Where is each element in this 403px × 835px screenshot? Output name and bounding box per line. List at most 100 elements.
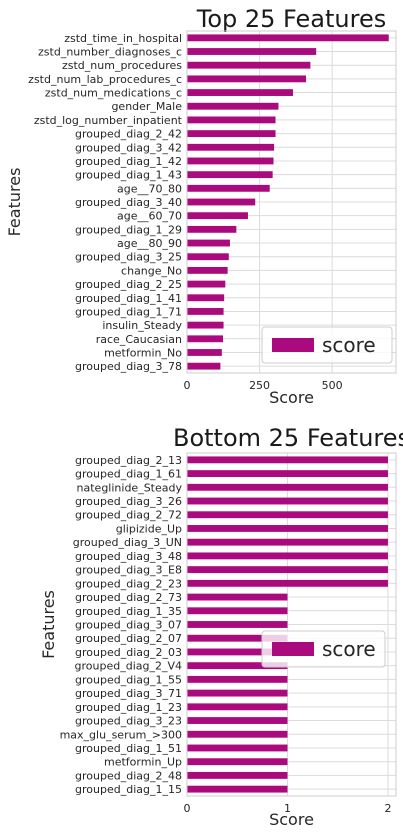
x-tick-label: 1 — [284, 802, 291, 815]
bar — [187, 689, 288, 697]
bar — [187, 730, 288, 738]
y-axis-label: Features — [39, 590, 58, 659]
bar — [187, 280, 226, 288]
x-tick-label: 500 — [322, 379, 343, 392]
y-tick-label: zstd_num_lab_procedures_c — [28, 73, 182, 86]
plot-frame — [186, 30, 397, 374]
bar — [187, 538, 388, 546]
y-tick-label: zstd_log_number_inpatient — [34, 114, 183, 127]
legend-swatch — [272, 642, 314, 656]
bar — [187, 349, 222, 356]
y-tick-label: grouped_diag_1_43 — [75, 169, 182, 182]
bar — [187, 525, 388, 532]
legend-label: score — [322, 333, 376, 357]
y-tick-label: grouped_diag_1_51 — [75, 742, 182, 755]
y-tick-label: grouped_diag_3_40 — [75, 196, 182, 209]
bar — [187, 335, 223, 343]
bar — [187, 662, 288, 670]
bar — [187, 171, 273, 179]
y-tick-label: metformin_Up — [104, 756, 182, 769]
x-axis-label: Score — [269, 388, 314, 407]
bar — [187, 294, 225, 302]
y-tick-label: glipizide_Up — [116, 522, 182, 535]
bar — [187, 48, 317, 55]
y-tick-label: grouped_diag_2_03 — [75, 646, 182, 659]
y-tick-label: metformin_No — [104, 346, 182, 359]
y-tick-label: zstd_number_diagnoses_c — [38, 46, 182, 59]
y-tick-label: zstd_num_procedures — [62, 59, 182, 72]
y-tick-label: change_No — [121, 264, 182, 277]
bar — [187, 75, 307, 83]
bar — [187, 143, 275, 151]
y-tick-label: grouped_diag_1_29 — [75, 223, 182, 236]
y-tick-label: grouped_diag_3_71 — [75, 687, 182, 700]
bar — [187, 470, 388, 478]
y-tick-label: grouped_diag_1_23 — [75, 701, 182, 714]
y-tick-label: grouped_diag_3_26 — [75, 495, 182, 508]
bar — [187, 34, 389, 42]
y-tick-label: grouped_diag_2_72 — [75, 509, 182, 522]
bar — [187, 744, 288, 752]
legend-box — [261, 326, 393, 364]
bar — [187, 566, 388, 574]
y-tick-label: grouped_diag_3_23 — [75, 715, 182, 728]
legend-label: score — [322, 637, 376, 661]
chart-title: Top 25 Features — [196, 5, 387, 33]
y-tick-label: grouped_diag_3_48 — [75, 550, 182, 563]
bar — [187, 321, 224, 329]
bar — [187, 552, 388, 560]
bar — [187, 497, 388, 505]
y-tick-label: grouped_diag_1_71 — [75, 305, 182, 318]
y-tick-label: grouped_diag_3_42 — [75, 141, 182, 154]
y-tick-label: grouped_diag_3_E8 — [75, 564, 182, 577]
bar — [187, 239, 230, 247]
bar — [187, 308, 224, 315]
bar — [187, 785, 288, 793]
bar — [187, 771, 288, 779]
bar — [187, 198, 256, 206]
bar — [187, 483, 388, 491]
y-tick-label: grouped_diag_1_35 — [75, 605, 182, 618]
y-tick-label: nateglinide_Steady — [77, 481, 183, 494]
chart-2: Bottom 25 Features grouped_diag_2_13group… — [39, 424, 403, 829]
y-tick-label: age__80_90 — [117, 237, 182, 250]
bar — [187, 102, 279, 110]
y-tick-label: grouped_diag_2_V4 — [75, 660, 182, 673]
x-tick-label: 0 — [184, 802, 191, 815]
bar — [187, 89, 293, 96]
x-tick-label: 2 — [384, 802, 391, 815]
y-tick-label: grouped_diag_3_07 — [75, 619, 182, 632]
y-tick-label: grouped_diag_2_48 — [75, 769, 182, 782]
y-tick-label: grouped_diag_2_23 — [75, 577, 182, 590]
y-tick-label: age__60_70 — [117, 210, 182, 223]
y-tick-label: grouped_diag_2_13 — [75, 454, 182, 467]
chart-title: Bottom 25 Features — [173, 424, 403, 452]
bar — [187, 758, 288, 766]
bar — [187, 579, 388, 587]
y-tick-label: grouped_diag_1_61 — [75, 468, 182, 481]
legend: score — [261, 630, 386, 668]
y-tick-label: race_Caucasian — [96, 333, 182, 346]
y-tick-label: grouped_diag_2_25 — [75, 278, 182, 291]
y-tick-label: grouped_diag_3_78 — [75, 360, 182, 373]
y-tick-label: grouped_diag_1_42 — [75, 155, 182, 168]
y-tick-label: gender_Male — [111, 100, 182, 113]
legend-box — [261, 630, 386, 668]
bar — [187, 456, 388, 464]
y-tick-label: grouped_diag_3_25 — [75, 251, 182, 264]
bar — [187, 212, 248, 220]
x-axis-label: Score — [269, 810, 314, 829]
y-tick-label: grouped_diag_2_07 — [75, 632, 182, 645]
y-tick-label: max_glu_serum_>300 — [60, 728, 182, 741]
legend: score — [261, 326, 393, 364]
y-tick-label: zstd_time_in_hospital — [64, 32, 182, 45]
x-tick-label: 250 — [249, 379, 270, 392]
y-tick-label: grouped_diag_1_41 — [75, 292, 182, 305]
y-tick-label: zstd_num_medications_c — [45, 87, 182, 100]
chart-1: Top 25 Features zstd_time_in_hospitalzstd… — [5, 5, 397, 407]
y-tick-label: grouped_diag_2_42 — [75, 128, 182, 141]
bar — [187, 675, 288, 683]
bar — [187, 607, 288, 615]
y-tick-label: grouped_diag_1_15 — [75, 783, 182, 796]
